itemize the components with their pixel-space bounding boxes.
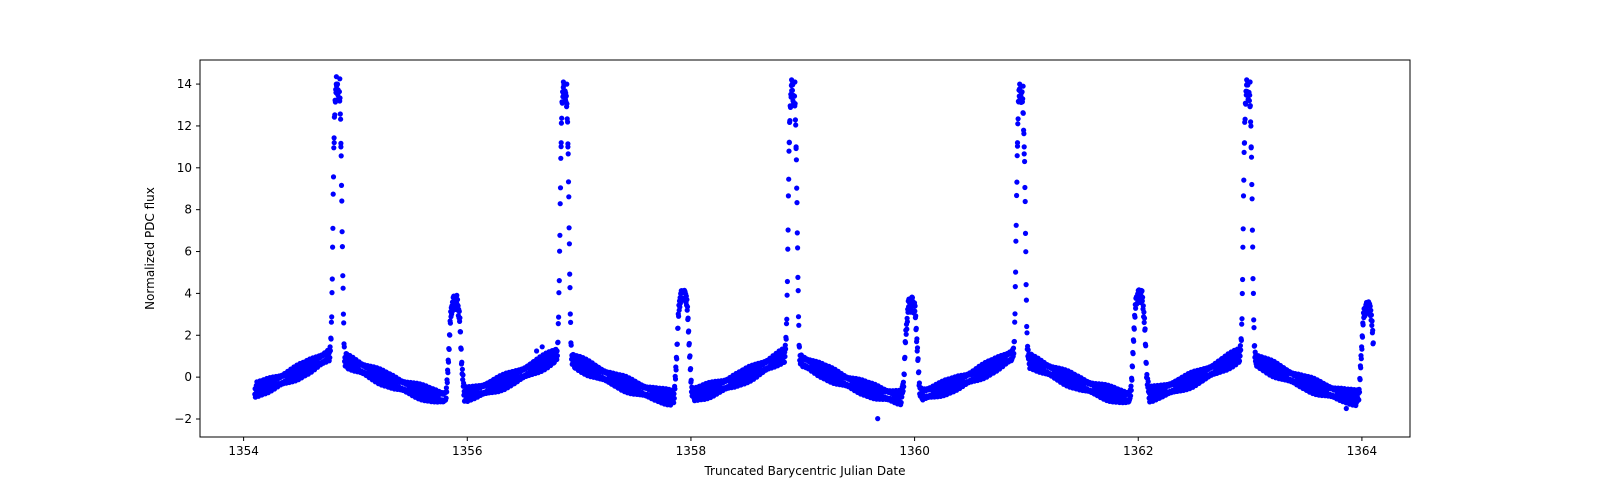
y-axis-ticks: −2 0 2 4 6 8 10 12 14 (174, 77, 200, 426)
y-tick-label: 8 (184, 203, 192, 217)
x-tick-label: 1360 (899, 444, 930, 458)
y-tick-label: 0 (184, 370, 192, 384)
x-tick-label: 1354 (228, 444, 259, 458)
x-tick-label: 1364 (1347, 444, 1378, 458)
scatter-points (252, 74, 1376, 422)
x-axis-ticks: 1354 1356 1358 1360 1362 1364 (228, 437, 1377, 458)
x-tick-label: 1356 (452, 444, 483, 458)
y-tick-label: 14 (177, 77, 192, 91)
y-axis-label: Normalized PDC flux (143, 187, 157, 310)
y-tick-label: 4 (184, 286, 192, 300)
x-tick-label: 1358 (676, 444, 707, 458)
y-tick-label: 2 (184, 328, 192, 342)
axes-frame (199, 59, 1411, 438)
y-tick-label: 6 (184, 245, 192, 259)
y-tick-label: 10 (177, 161, 192, 175)
x-axis-label: Truncated Barycentric Julian Date (703, 464, 905, 478)
x-tick-label: 1362 (1123, 444, 1154, 458)
y-tick-label: 12 (177, 119, 192, 133)
y-tick-label: −2 (174, 412, 192, 426)
